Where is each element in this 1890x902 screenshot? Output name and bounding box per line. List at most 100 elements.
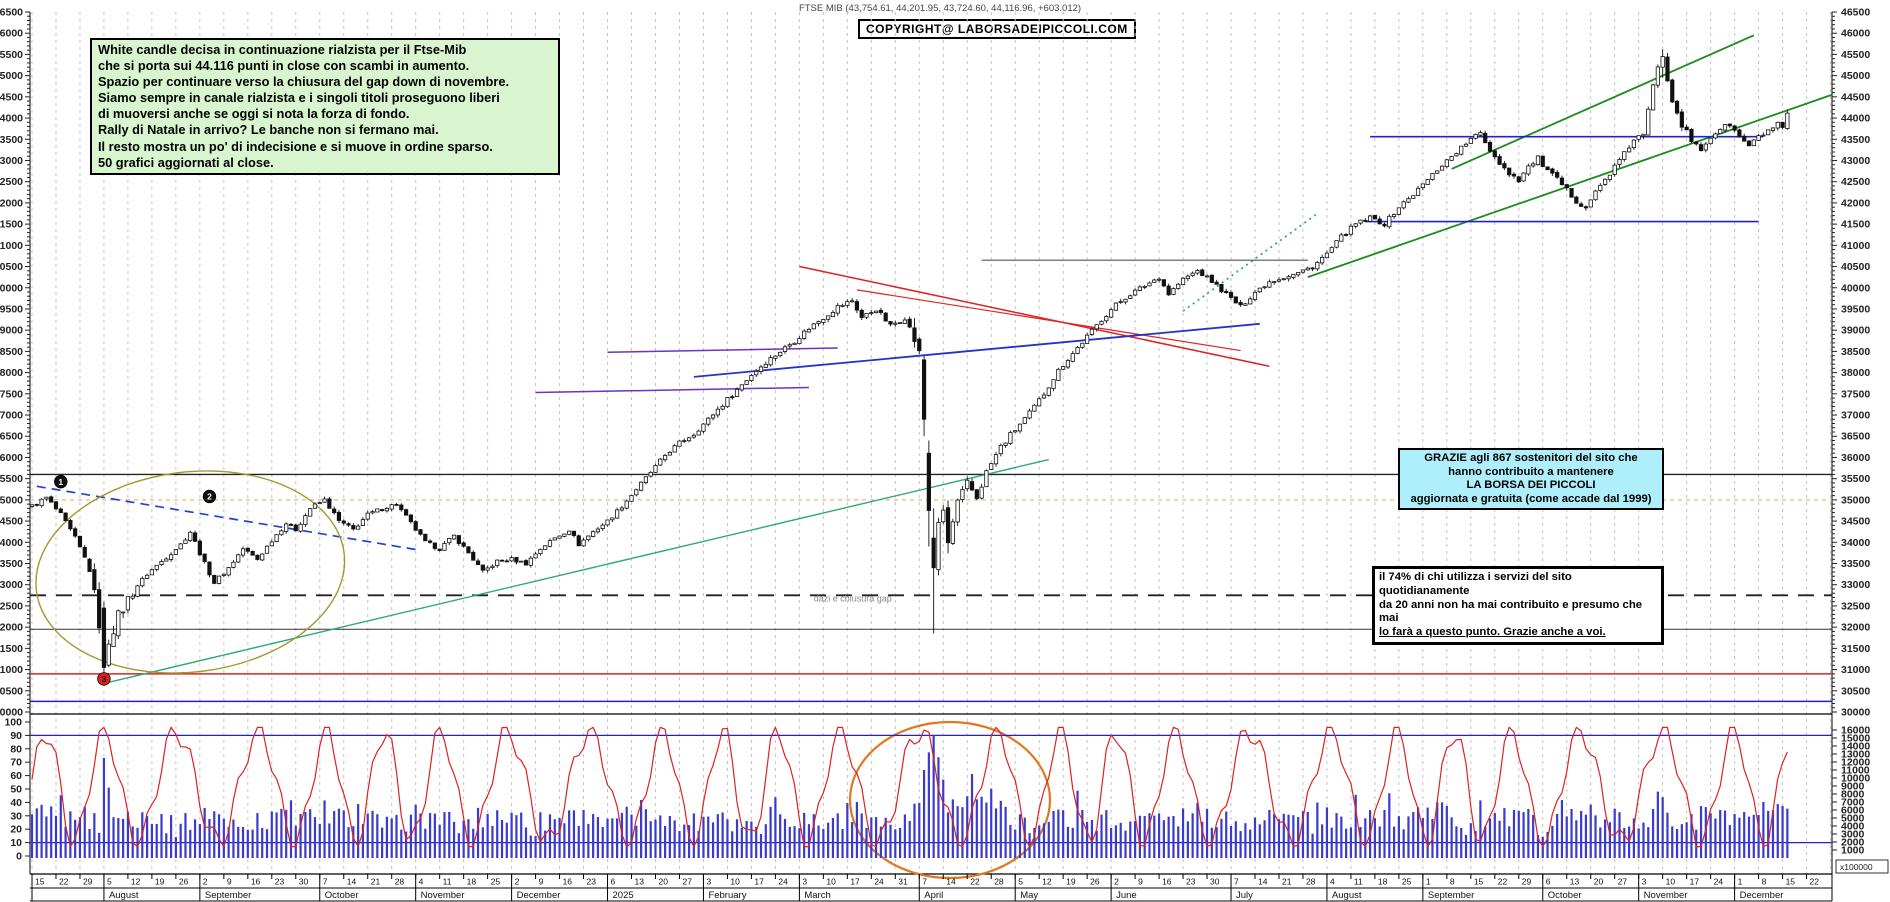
volume-axis: 1600015000140001300012000110001000090008… [1832,725,1889,874]
svg-text:35500: 35500 [0,473,23,485]
svg-text:30: 30 [10,810,22,822]
svg-text:45000: 45000 [0,70,23,82]
svg-text:23: 23 [275,877,285,887]
svg-text:31000: 31000 [0,664,23,676]
svg-text:28: 28 [994,877,1004,887]
svg-text:3000: 3000 [1841,829,1865,841]
svg-text:12: 12 [1042,877,1052,887]
svg-text:3: 3 [802,877,807,887]
svg-text:18: 18 [467,877,477,887]
svg-text:50: 50 [10,784,22,796]
svg-text:40000: 40000 [0,282,23,294]
svg-text:20: 20 [10,824,22,836]
svg-text:44500: 44500 [1841,91,1870,103]
svg-text:2000: 2000 [1841,837,1865,849]
svg-text:43500: 43500 [0,134,23,146]
svg-text:18: 18 [1378,877,1388,887]
notice-line-2: da 20 anni non ha mai contribuito e pres… [1379,598,1643,625]
svg-text:September: September [205,890,251,901]
svg-text:8: 8 [1762,877,1767,887]
svg-text:0: 0 [16,851,22,863]
svg-text:14: 14 [946,877,956,887]
svg-text:6: 6 [611,877,616,887]
svg-text:37500: 37500 [1841,388,1870,400]
svg-text:17: 17 [1690,877,1700,887]
svg-text:40500: 40500 [1841,261,1870,273]
svg-text:23: 23 [1186,877,1196,887]
svg-text:24: 24 [1714,877,1724,887]
green-long-uptrend [108,458,1049,683]
svg-text:16: 16 [251,877,261,887]
svg-text:30500: 30500 [0,685,23,697]
svg-text:34000: 34000 [1841,537,1870,549]
svg-text:31500: 31500 [1841,643,1870,655]
svg-text:80: 80 [10,743,22,755]
svg-text:5: 5 [1018,877,1023,887]
svg-text:9000: 9000 [1841,781,1865,793]
svg-text:2025: 2025 [613,890,634,901]
svg-text:46500: 46500 [1841,7,1870,19]
olive-ellipse-aug-oct-2024 [35,470,346,674]
svg-text:70: 70 [10,757,22,769]
svg-text:42500: 42500 [0,176,23,188]
svg-text:2: 2 [203,877,208,887]
svg-text:35000: 35000 [1841,494,1870,506]
svg-text:11000: 11000 [1841,765,1870,777]
svg-text:33500: 33500 [1841,558,1870,570]
svg-text:44000: 44000 [1841,113,1870,125]
svg-text:33000: 33000 [0,579,23,591]
svg-text:March: March [804,890,830,901]
highlight-ellipses [35,470,1052,880]
svg-text:December: December [1740,890,1784,901]
svg-text:30000: 30000 [0,707,23,719]
svg-text:6: 6 [1546,877,1551,887]
svg-text:9: 9 [539,877,544,887]
svg-text:15: 15 [1474,877,1484,887]
svg-text:13: 13 [635,877,645,887]
svg-text:31: 31 [898,877,908,887]
svg-text:17: 17 [850,877,860,887]
volume-bars [30,734,1789,858]
svg-text:1: 1 [1426,877,1431,887]
svg-text:1: 1 [58,477,63,487]
svg-text:25: 25 [1402,877,1412,887]
svg-text:10: 10 [826,877,836,887]
purple-flat-1 [535,386,809,394]
svg-text:19: 19 [1066,877,1076,887]
svg-text:4: 4 [1330,877,1335,887]
svg-text:43000: 43000 [1841,155,1870,167]
svg-text:41500: 41500 [1841,219,1870,231]
svg-text:46500: 46500 [0,7,23,19]
svg-text:August: August [109,890,139,901]
svg-text:October: October [1548,890,1582,901]
svg-text:33500: 33500 [0,558,23,570]
green-dotted-uptrend [1182,212,1318,312]
svg-text:12: 12 [131,877,141,887]
svg-text:40000: 40000 [1841,282,1870,294]
svg-text:5: 5 [107,877,112,887]
svg-text:34500: 34500 [0,516,23,528]
svg-text:25: 25 [491,877,501,887]
svg-text:24: 24 [778,877,788,887]
svg-text:28: 28 [1306,877,1316,887]
date-axis: 15 22 29 5 12 19 26 2 9 16 23 30 7 14 21 28 4 11 18 25 2 9 16 2… [30,874,1833,902]
panel-frame [29,12,1833,875]
svg-text:20: 20 [1594,877,1604,887]
svg-text:40500: 40500 [0,261,23,273]
svg-text:10: 10 [10,837,22,849]
red-downtrend-1 [799,265,1270,367]
svg-text:41000: 41000 [1841,240,1870,252]
svg-text:3: 3 [102,674,107,684]
svg-text:38500: 38500 [1841,346,1870,358]
svg-text:7: 7 [1234,877,1239,887]
svg-text:3: 3 [1642,877,1647,887]
svg-text:May: May [1020,890,1038,901]
svg-text:35000: 35000 [0,494,23,506]
svg-text:20: 20 [658,877,668,887]
svg-text:34500: 34500 [1841,516,1870,528]
svg-text:26: 26 [1090,877,1100,887]
svg-text:12000: 12000 [1841,757,1870,769]
svg-text:July: July [1236,890,1253,901]
svg-text:22: 22 [1810,877,1820,887]
